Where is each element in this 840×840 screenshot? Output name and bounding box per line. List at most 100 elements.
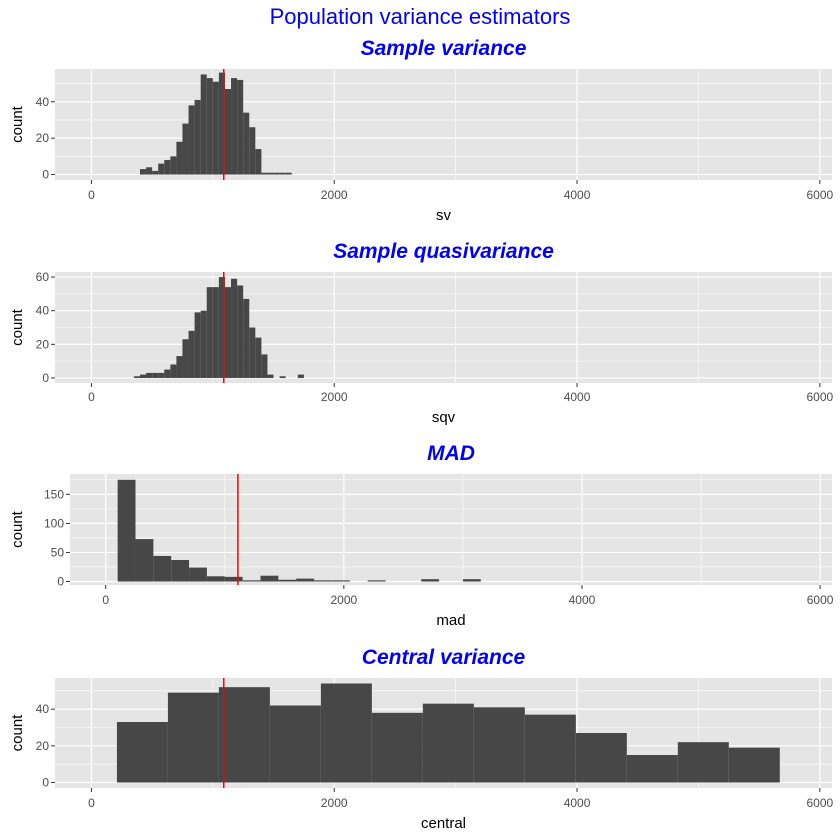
histogram-bar-19 [243,298,250,378]
panel-title: Sample quasivariance [333,240,554,263]
y-tick-label: 40 [36,702,50,716]
y-tick-label: 20 [36,337,50,351]
histogram-bar-6 [371,712,423,783]
histogram-bar-18 [237,285,244,378]
histogram-bar-4 [171,560,190,582]
x-axis-label: sqv [432,409,456,426]
x-tick-label: 6000 [807,390,834,404]
histogram-bar-10 [194,99,201,175]
histogram-bar-11 [296,578,315,582]
histogram-bar-16 [462,579,481,582]
histogram-bar-15 [224,89,232,175]
histogram-bar-13 [206,287,213,378]
histogram-bar-25 [297,374,304,378]
x-tick-label: 2000 [321,390,348,404]
panel-2: 0 20 40 60 0 2000 4000 6000 Sample quasivariance… [9,240,834,426]
y-tick-label: 150 [44,487,64,501]
histogram-bar-5 [158,372,165,378]
histogram-bar-7 [176,141,183,175]
y-tick-label: 40 [36,95,50,109]
histogram-bar-25 [285,172,292,175]
histogram-bar-1 [117,479,136,582]
histogram-bar-1 [139,169,147,175]
y-tick-label: 20 [36,739,50,753]
x-tick-label: 0 [88,188,95,202]
panel-title: MAD [427,442,475,465]
histogram-bar-4 [158,163,165,175]
x-tick-label: 4000 [564,188,591,202]
histogram-bar-20 [255,149,262,175]
y-tick-label: 0 [42,776,49,790]
histogram-bar-9 [524,714,576,783]
histogram-bar-3 [153,555,172,582]
histogram-bar-17 [231,278,238,378]
histogram-bar-12 [677,742,729,783]
x-tick-label: 4000 [569,593,596,607]
histogram-bar-10 [188,330,195,378]
histogram-bar-21 [255,337,262,378]
x-tick-label: 0 [88,390,95,404]
histogram-bar-7 [224,576,243,582]
histogram-bar-7 [170,364,177,378]
histogram-bar-1 [133,376,140,378]
panel-background [70,474,832,585]
histogram-bar-13 [212,81,219,175]
histogram-bar-15 [218,277,225,378]
histogram-bar-3 [218,687,270,783]
histogram-bar-24 [279,172,286,175]
histogram-bar-12 [206,78,213,175]
histogram-bar-16 [224,287,232,378]
histogram-bar-16 [231,78,238,175]
histogram-bar-15 [421,579,440,582]
x-tick-label: 4000 [564,390,591,404]
histogram-bar-14 [212,287,219,378]
x-tick-label: 2000 [321,188,348,202]
x-tick-label: 6000 [807,188,834,202]
y-axis-label: count [9,510,26,548]
histogram-bar-14 [218,72,225,175]
histogram-bar-14 [367,580,386,582]
y-axis-label: count [9,105,26,143]
panel-3: 0 50 100 150 0 2000 4000 6000 MAD mad count [9,442,834,629]
histogram-bar-10 [278,579,297,582]
histogram-bar-8 [176,356,183,378]
y-tick-label: 20 [36,131,50,145]
histogram-bar-12 [200,310,207,378]
histogram-bar-20 [249,327,256,378]
histogram-bar-9 [188,105,195,175]
histogram-bar-8 [182,123,189,175]
figure-title: Population variance estimators [270,4,571,29]
histogram-bar-5 [320,683,372,783]
histogram-bar-8 [242,580,261,582]
y-tick-label: 50 [51,545,65,559]
histogram-bar-19 [249,127,256,175]
histogram-bar-13 [331,580,350,582]
histogram-bar-18 [243,112,250,175]
histogram-bar-11 [626,755,678,783]
histogram-bar-21 [261,172,268,175]
x-tick-label: 6000 [807,593,834,607]
y-tick-label: 40 [36,304,50,318]
x-tick-label: 2000 [321,796,348,810]
panel-title: Sample variance [361,37,527,60]
x-axis-label: central [421,815,466,832]
histogram-bar-8 [473,707,525,783]
histogram-bar-23 [267,374,274,378]
panel-title: Central variance [362,646,526,669]
histogram-bar-2 [167,692,219,783]
histogram-bar-6 [164,369,171,378]
histogram-bar-4 [269,705,321,783]
histogram-bar-10 [575,733,627,783]
histogram-bar-6 [206,576,225,582]
histogram-bar-23 [273,172,280,175]
x-tick-label: 4000 [564,796,591,810]
histogram-bar-24 [279,376,286,378]
histogram-bar-9 [260,575,279,582]
x-tick-label: 0 [102,593,109,607]
y-tick-label: 0 [57,575,64,589]
x-tick-label: 2000 [330,593,357,607]
histogram-bar-9 [182,339,189,378]
histogram-bar-4 [152,372,159,378]
panel-1: 0 20 40 0 2000 4000 6000 Sample variance sv count [9,37,834,224]
